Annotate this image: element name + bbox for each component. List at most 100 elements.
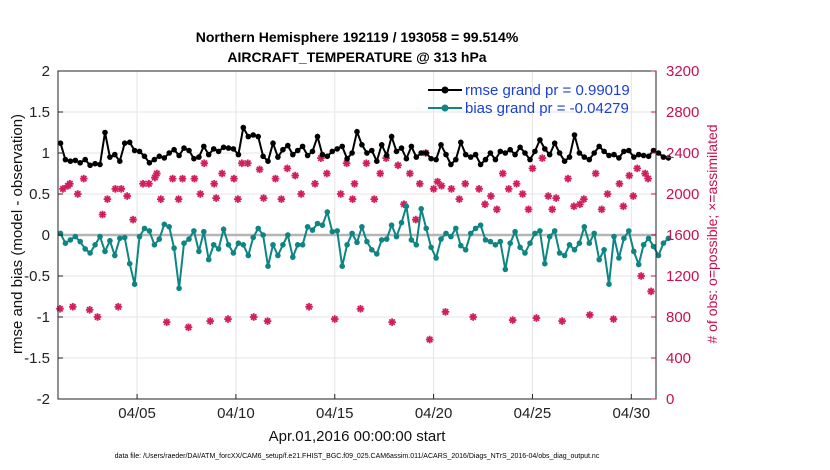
obs-point [570,202,578,211]
obs-point [625,171,634,180]
bias-point [62,240,69,246]
rmse-point [537,137,543,143]
bias-point [205,256,212,263]
bias-point [72,233,79,240]
obs-point [433,177,442,186]
bias-point [374,251,380,257]
rmse-point [156,153,163,160]
rmse-point [596,143,602,150]
rmse-point [443,151,449,158]
x-tick-label: 04/30 [613,405,651,422]
bias-point [260,232,266,238]
rmse-point [616,155,622,161]
bias-point [433,255,439,261]
bias-point [640,242,647,248]
bias-point [349,230,355,237]
y-tick-label-right: 1600 [666,227,699,244]
bias-point [408,237,415,243]
bias-point [156,236,163,242]
bias-point [606,281,612,288]
rmse-point [354,128,360,135]
obs-point [348,195,357,203]
bias-point [462,247,469,253]
obs-point [425,335,434,344]
bias-point [329,228,336,235]
bias-point [117,235,123,242]
obs-point [388,318,396,326]
obs-point [129,215,137,224]
bias-point [542,260,548,267]
rmse-point [561,158,568,164]
rmse-point [413,154,420,160]
chart-title-line2: AIRCRAFT_TEMPERATURE @ 313 hPa [227,49,486,65]
rmse-point [339,143,346,150]
bias-point [250,234,256,241]
obs-point [504,185,513,193]
obs-point [103,195,112,203]
bias-point [443,230,449,237]
obs-point [493,205,501,214]
obs-point [528,164,537,173]
rmse-point [245,133,252,140]
bias-point [383,236,390,242]
bias-point [220,226,227,233]
x-tick-label: 04/15 [316,405,354,422]
bias-point [398,219,405,226]
bias-point [428,244,434,251]
rmse-point [131,147,138,154]
rmse-point [655,150,662,156]
rmse-point [650,147,657,154]
obs-point [508,316,517,324]
bias-point [299,242,306,248]
bias-point [616,255,622,261]
bias-point [487,238,494,245]
rmse-point [398,145,405,151]
obs-point [544,192,553,200]
rmse-point [319,151,326,158]
bias-point [546,233,553,240]
y-ticks-left: 2 1.5 1 0.5 0 -0.5 -1 -1.5 -2 [24,63,63,408]
obs-point [580,195,588,203]
obs-point [184,323,193,332]
bias-point [556,250,563,256]
rmse-point [220,144,227,151]
obs-point [603,190,612,198]
obs-point [66,179,74,188]
bias-point [87,250,93,256]
y-tick-label-right: 0 [666,391,674,408]
bias-point [591,230,597,237]
bias-point [645,235,652,242]
rmse-point [97,161,103,168]
bias-point [403,203,410,210]
obs-point [79,174,88,183]
obs-point [145,179,153,188]
y-tick-label-left: -1 [37,309,50,326]
y-tick-label-right: 800 [666,309,691,326]
rmse-point [606,152,612,159]
bias-point [319,222,326,228]
bias-point [621,235,627,242]
bias-point [378,237,385,243]
obs-point [98,210,107,219]
legend-rmse-marker [441,86,449,94]
obs-point [249,313,258,321]
bias-point [502,266,509,273]
legend-bias-text: bias grand pr = -0.04279 [465,100,629,117]
obs-point [336,190,345,198]
rmse-point [349,150,355,156]
rmse-point [403,155,410,162]
rmse-point [67,158,74,164]
rmse-point [191,155,197,162]
bias-point [660,240,667,246]
bias-point [92,242,98,248]
rmse-point [418,150,425,156]
rmse-point [314,133,321,140]
rmse-point [82,156,88,163]
bias-point [453,225,459,232]
rmse-point [280,146,286,153]
obs-point [585,311,594,319]
rmse-point [532,148,538,155]
obs-point [538,154,547,162]
bias-point [235,240,242,246]
y-tick-label-right: 2800 [666,104,699,121]
